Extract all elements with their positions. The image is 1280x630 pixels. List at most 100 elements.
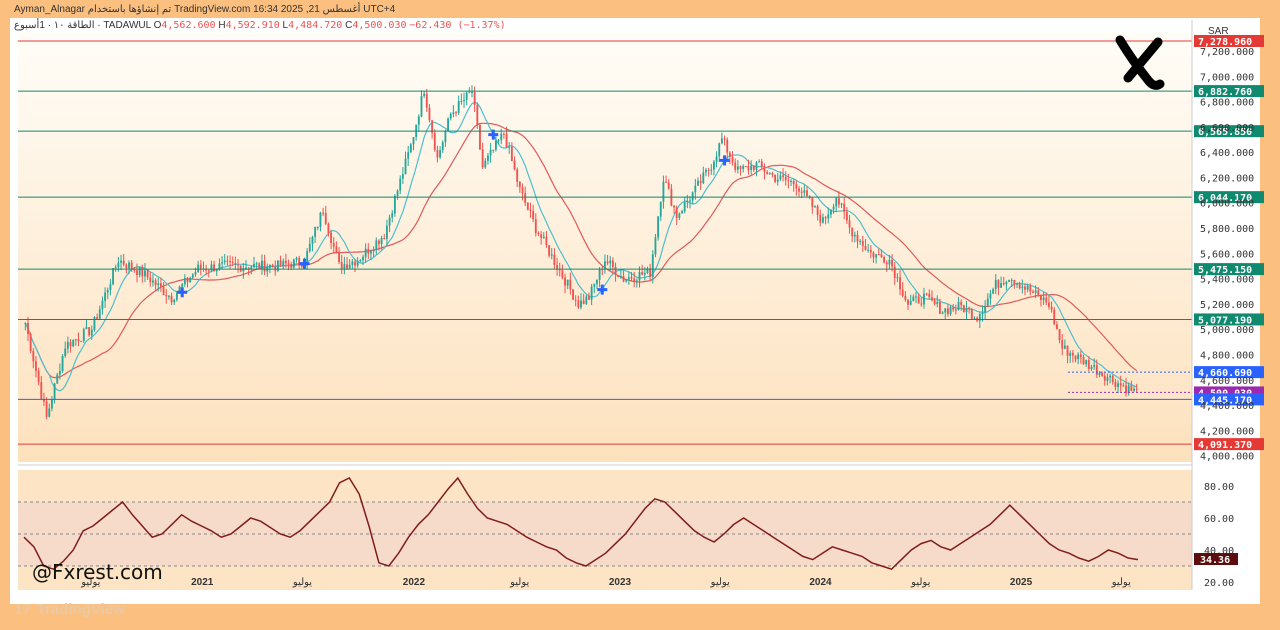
candle-body <box>364 248 367 257</box>
candle-body <box>463 99 465 101</box>
x-tick-label: 2022 <box>403 577 426 588</box>
rsi-tick-label: 60.00 <box>1204 514 1234 525</box>
candle-body <box>790 180 792 182</box>
candle-body <box>53 383 56 400</box>
candle-body <box>925 293 928 295</box>
candle-body <box>957 301 960 310</box>
candle-body <box>1063 345 1066 349</box>
candle-body <box>540 234 543 238</box>
candle-body <box>558 269 561 271</box>
candle-body <box>104 292 107 301</box>
candle-body <box>1008 280 1010 282</box>
candle-body <box>255 263 258 265</box>
candle-body <box>125 264 128 269</box>
candle-body <box>282 260 285 266</box>
candle-body <box>986 298 989 306</box>
candle-body <box>37 370 40 383</box>
candle-body <box>69 342 72 347</box>
candle-body <box>933 300 936 305</box>
candle-body <box>521 187 524 194</box>
candle-body <box>524 193 527 203</box>
candle-body <box>149 277 152 283</box>
cross-marker <box>177 287 188 298</box>
candle-body <box>162 286 165 295</box>
candle-body <box>56 374 59 384</box>
candle-body <box>1045 297 1048 303</box>
candle-body <box>367 248 370 254</box>
level-label-bg <box>1194 191 1264 204</box>
candle-body <box>58 371 61 375</box>
candle-body <box>702 172 705 183</box>
candle-body <box>548 245 551 256</box>
candle-body <box>27 322 29 335</box>
candle-body <box>29 334 32 351</box>
candle-body <box>1098 372 1101 375</box>
candle-body <box>766 172 769 174</box>
tradingview-logo: 17 TradingView <box>14 601 125 618</box>
candle-body <box>64 348 67 356</box>
candle-body <box>43 398 45 402</box>
candle-body <box>370 250 372 254</box>
candle-body <box>385 225 388 239</box>
candle-body <box>479 124 481 150</box>
candle-body <box>760 161 763 168</box>
candle-body <box>250 267 253 270</box>
y-tick-label: 4,800.000 <box>1200 351 1254 362</box>
ohlc-line: الطاقة ١٠ · 1أسبوع · TADAWUL O4,562.600 … <box>14 20 506 31</box>
candle-body <box>946 308 949 315</box>
candle-body <box>436 149 439 158</box>
candle-body <box>968 307 971 310</box>
candle-body <box>811 197 814 208</box>
y-tick-label: 6,800.000 <box>1200 98 1254 109</box>
candle-body <box>159 283 162 287</box>
candle-body <box>449 113 452 119</box>
candle-body <box>861 240 864 247</box>
candle-body <box>157 283 160 286</box>
rsi-line <box>23 476 1139 571</box>
candle-body <box>1071 352 1074 356</box>
candle-body <box>941 312 944 314</box>
x-tick-label: يوليو <box>80 577 100 588</box>
candle-body <box>542 236 545 238</box>
candle-body <box>1040 294 1042 301</box>
candle-body <box>513 161 516 170</box>
candle-body <box>90 329 93 336</box>
o-label: O <box>153 20 162 31</box>
candle-body <box>973 317 976 319</box>
candle-body <box>444 131 447 143</box>
candle-body <box>258 263 261 269</box>
candle-body <box>508 146 511 148</box>
candle-body <box>611 260 614 267</box>
candle-body <box>1026 285 1029 290</box>
candle-body <box>697 180 699 186</box>
candle-body <box>585 296 588 304</box>
candle-body <box>803 190 806 193</box>
candle-body <box>736 166 739 170</box>
candle-body <box>231 261 234 264</box>
candle-body <box>1032 291 1034 293</box>
candle-body <box>619 276 622 278</box>
currency-label: SAR <box>1208 26 1229 37</box>
candle-body <box>391 213 394 218</box>
candle-body <box>798 188 800 192</box>
candle-body <box>332 242 335 247</box>
candle-body <box>699 180 702 183</box>
candle-body <box>24 322 27 324</box>
candle-body <box>311 236 314 244</box>
candle-body <box>518 181 521 188</box>
candle-body <box>340 262 343 270</box>
candle-body <box>989 293 992 299</box>
candle-body <box>1114 382 1117 387</box>
candle-body <box>787 180 790 182</box>
candle-body <box>112 268 114 285</box>
c-value: 4,500.030 <box>352 20 407 31</box>
candle-body <box>476 105 479 125</box>
candle-body <box>500 133 503 141</box>
symbol-label[interactable]: الطاقة ١٠ · 1أسبوع · TADAWUL <box>14 20 151 31</box>
candle-body <box>1095 365 1098 375</box>
platform-note: تم إنشاؤها باستخدام TradingView.com <box>87 4 251 15</box>
candle-body <box>853 234 856 237</box>
candle-body <box>409 144 412 153</box>
candle-body <box>423 93 426 96</box>
